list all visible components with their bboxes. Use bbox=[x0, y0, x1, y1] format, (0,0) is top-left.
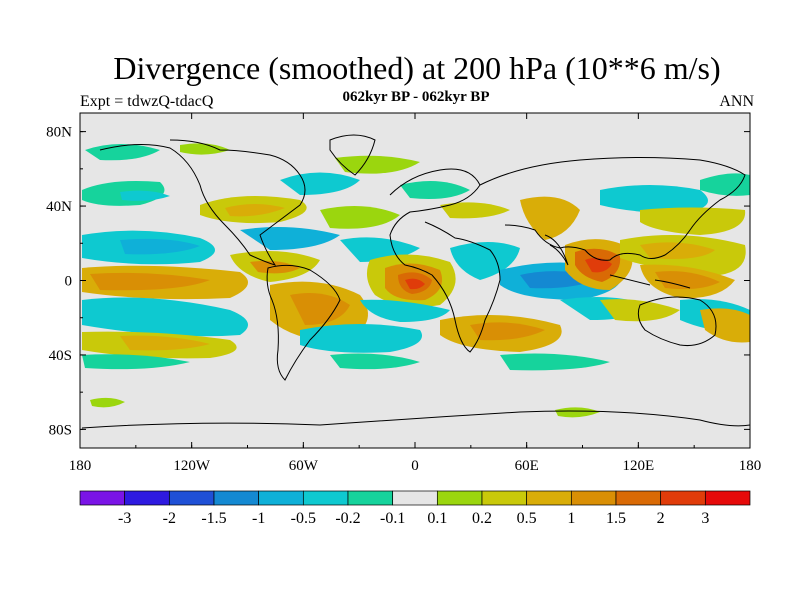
colorbar-swatch bbox=[481, 490, 528, 506]
colorbar-label: -2 bbox=[163, 510, 176, 527]
lon-tick-label: 0 bbox=[411, 458, 419, 474]
colorbar-label: -3 bbox=[118, 510, 131, 527]
colorbar-swatch bbox=[79, 490, 126, 506]
colorbar-swatch bbox=[570, 490, 617, 506]
colorbar-swatch bbox=[660, 490, 706, 506]
lon-tick-label: 60W bbox=[289, 458, 319, 474]
colorbar-swatch bbox=[615, 490, 662, 506]
colorbar-label: -0.5 bbox=[291, 510, 316, 527]
colorbar-swatch bbox=[168, 490, 215, 506]
colorbar-label: 1 bbox=[567, 510, 575, 527]
colorbar-swatch bbox=[526, 490, 572, 506]
colorbar-label: 0.2 bbox=[472, 510, 492, 527]
colorbar-label: -0.2 bbox=[335, 510, 360, 527]
colorbar-label: 0.1 bbox=[427, 510, 447, 527]
lon-tick-label: 180 bbox=[739, 458, 762, 474]
colorbar-swatch bbox=[213, 490, 260, 506]
colorbar-label: -1 bbox=[252, 510, 265, 527]
colorbar: -3 -2 -1.5 -1 -0.5 -0.2 -0.1 0.1 0.2 0.5 1 1.5 2 3 bbox=[79, 490, 751, 527]
lat-tick-label: 80S bbox=[49, 422, 72, 438]
lat-tick-label: 40S bbox=[49, 348, 72, 364]
divergence-field bbox=[82, 143, 750, 418]
lat-tick-label: 40N bbox=[46, 199, 72, 215]
experiment-label: Expt = tdwzQ-tdacQ bbox=[80, 93, 214, 110]
lat-tick-label: 80N bbox=[46, 125, 72, 141]
lon-tick-label: 180 bbox=[69, 458, 92, 474]
colorbar-swatch bbox=[347, 490, 394, 506]
colorbar-swatch bbox=[124, 490, 170, 506]
lon-tick-label: 120E bbox=[622, 458, 654, 474]
colorbar-label: -0.1 bbox=[380, 510, 405, 527]
map-axes: 180 120W 60W 0 60E 120E 180 80N 40N 0 40S 80S bbox=[46, 113, 761, 474]
lat-tick-label: 0 bbox=[65, 274, 73, 290]
lon-tick-label: 120W bbox=[173, 458, 211, 474]
coastlines bbox=[81, 134, 750, 429]
colorbar-label: -1.5 bbox=[201, 510, 226, 527]
period-label: 062kyr BP - 062kyr BP bbox=[342, 89, 490, 105]
figure-title: Divergence (smoothed) at 200 hPa (10**6 … bbox=[113, 50, 721, 86]
lon-tick-label: 60E bbox=[515, 458, 539, 474]
colorbar-swatch bbox=[258, 490, 304, 506]
colorbar-label: 3 bbox=[701, 510, 709, 527]
colorbar-swatch bbox=[704, 490, 751, 506]
colorbar-swatch bbox=[302, 490, 349, 506]
colorbar-label: 2 bbox=[657, 510, 665, 527]
season-label: ANN bbox=[719, 93, 754, 110]
colorbar-swatch bbox=[392, 490, 438, 506]
colorbar-label: 1.5 bbox=[606, 510, 626, 527]
colorbar-swatch bbox=[436, 490, 483, 506]
colorbar-label: 0.5 bbox=[517, 510, 537, 527]
